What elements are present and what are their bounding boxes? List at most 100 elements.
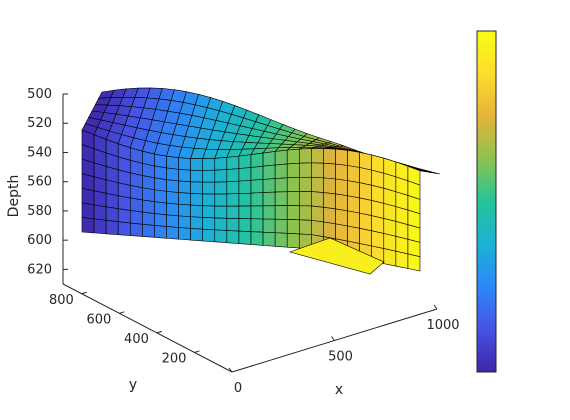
surface-cell: [93, 204, 107, 221]
surface-cell: [335, 223, 348, 242]
surface-cell: [190, 169, 204, 183]
surface-cell: [274, 218, 288, 234]
surface-cell: [202, 193, 216, 207]
x-tick-mark: [228, 367, 233, 373]
surface-cell: [81, 187, 95, 206]
surface-cell: [154, 201, 167, 216]
x-tick-mark: [433, 304, 438, 310]
surface-cell: [286, 177, 300, 193]
surface-cell: [274, 177, 288, 193]
x-ticks: 0 500 1000: [228, 304, 460, 396]
y-ticks: 800 600 400 200: [49, 291, 200, 366]
surface-cell: [105, 219, 119, 236]
surface-cell: [286, 191, 300, 206]
surface-cell: [323, 177, 336, 195]
surface-cell: [274, 191, 288, 206]
surface-cell: [311, 148, 324, 164]
surface-cell: [142, 223, 155, 238]
surface-cell: [323, 206, 336, 225]
surface-cell: [238, 192, 252, 207]
surface-cell: [117, 221, 131, 236]
y-tick-mark: [194, 350, 200, 353]
surface-cell: [250, 179, 264, 194]
surface-cell: [202, 228, 216, 243]
surface-cell: [335, 163, 348, 181]
surface-cell: [190, 228, 204, 242]
surface-cell: [81, 173, 95, 192]
x-tick-label: 0: [234, 381, 242, 396]
surface-cell: [311, 162, 324, 179]
surface-cell: [238, 218, 252, 232]
surface-cell: [359, 167, 373, 186]
y-tick-label: 200: [162, 351, 187, 366]
surface-cell: [214, 157, 228, 171]
surface-cell: [286, 148, 300, 165]
surface-cell: [286, 162, 300, 179]
surface-cell: [238, 230, 252, 245]
surface-cell: [250, 152, 264, 168]
surface-cell: [323, 148, 336, 165]
surface-cell: [359, 151, 373, 171]
surface-cell: [359, 227, 373, 247]
surface-cell: [154, 213, 167, 227]
surface-cell: [262, 164, 276, 180]
z-tick-label: 580: [27, 204, 52, 219]
x-axis-title: x: [335, 382, 343, 398]
z-tick-label: 540: [27, 145, 52, 160]
surface-cell: [335, 208, 348, 227]
surface-cell: [286, 219, 300, 235]
surface-cell: [142, 175, 155, 191]
x-tick-label: 500: [328, 350, 353, 365]
surface-cell: [262, 178, 276, 193]
surface-cell: [274, 163, 288, 179]
surface-cell: [262, 231, 276, 247]
surface-cell: [154, 189, 167, 204]
surface-cell: [81, 217, 95, 234]
z-tick-label: 500: [27, 87, 52, 102]
surface-cell: [298, 205, 312, 221]
surface-cell: [262, 218, 276, 234]
surface-cell: [166, 214, 179, 228]
surface-cell: [129, 222, 143, 237]
surface-cell: [117, 182, 131, 199]
surface-cell: [178, 215, 191, 229]
y-axis-title: y: [129, 377, 137, 393]
surface-cell: [93, 218, 107, 235]
surface-cell: [202, 169, 216, 183]
surface-cell: [129, 197, 143, 213]
surface-cell: [274, 232, 288, 248]
surface-cell: [335, 178, 348, 197]
surface-cell: [371, 215, 385, 234]
surface-cell: [178, 227, 191, 241]
y-axis-line: [62, 283, 233, 373]
surface-cell: [286, 205, 300, 221]
surface-cell: [166, 202, 179, 217]
surface-cell: [214, 205, 228, 219]
surface-cell: [323, 192, 336, 210]
surface-cell: [178, 192, 191, 206]
surface-cell: [226, 180, 240, 195]
surface-cell: [214, 169, 228, 183]
surface-cell: [298, 176, 312, 192]
surface-cell: [190, 181, 204, 195]
x-axis: 0 500 1000: [228, 304, 460, 396]
surface-cell: [226, 193, 240, 207]
surface-cell: [214, 181, 228, 195]
surface-cell: [288, 237, 385, 275]
surface-cell: [105, 206, 119, 223]
z-tick-label: 560: [27, 175, 52, 190]
surface-cell: [142, 187, 155, 202]
surface-cell: [166, 191, 179, 205]
surface-cell: [323, 221, 336, 240]
surface-cell: [311, 205, 324, 223]
surface-cell: [311, 219, 324, 238]
surface-cell: [202, 181, 216, 195]
surface-cell: [347, 225, 360, 244]
surface-cell: [226, 155, 240, 170]
surface-cell: [166, 179, 179, 193]
surface-cell: [154, 225, 167, 239]
surface-cell: [298, 148, 312, 164]
surface-cell: [335, 193, 348, 212]
surface-cell: [262, 151, 276, 167]
